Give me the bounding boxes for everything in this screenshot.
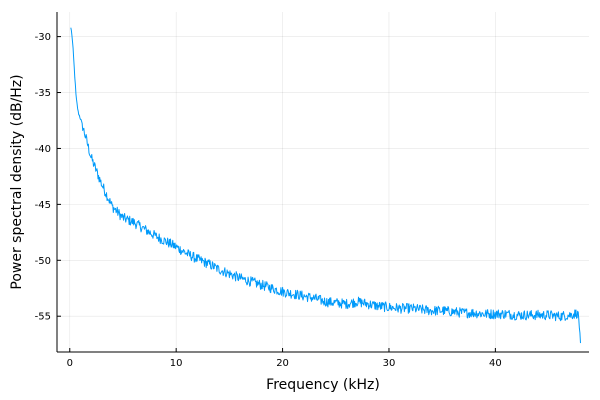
x-axis-title: Frequency (kHz) [266,377,380,393]
x-tick-label: 20 [276,358,289,369]
x-tick-label: 10 [170,358,183,369]
y-tick-label: -40 [35,144,51,155]
series-line-psd [70,27,581,344]
series-layer [70,27,581,344]
x-tick-label: 0 [67,358,73,369]
y-tick-label: -35 [35,88,51,99]
x-tick-label: 30 [383,358,396,369]
y-tick-label: -50 [35,256,51,267]
y-axis-title: Power spectral density (dB/Hz) [9,74,25,289]
axes-layer [56,12,589,353]
y-tick-label: -45 [35,200,51,211]
ticks-layer: 0 10 20 30 40 -55 -50 -45 -40 -35 -30 [35,32,502,369]
grid-layer [57,12,589,352]
y-tick-label: -55 [35,312,51,323]
y-tick-label: -30 [35,32,51,43]
x-tick-label: 40 [489,358,502,369]
